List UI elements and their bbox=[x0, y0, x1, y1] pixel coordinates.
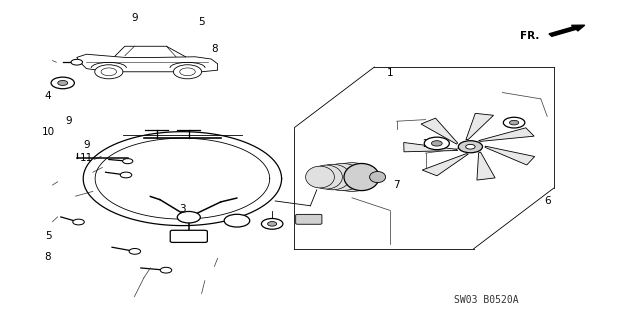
Polygon shape bbox=[466, 113, 493, 140]
Circle shape bbox=[95, 65, 123, 79]
Circle shape bbox=[129, 249, 141, 254]
Ellipse shape bbox=[315, 164, 351, 190]
Text: 9: 9 bbox=[131, 12, 138, 23]
FancyBboxPatch shape bbox=[170, 230, 207, 242]
Circle shape bbox=[424, 137, 449, 150]
Circle shape bbox=[51, 77, 74, 89]
Circle shape bbox=[509, 120, 518, 125]
Circle shape bbox=[71, 59, 83, 65]
Text: 5: 5 bbox=[198, 17, 205, 27]
Text: 2: 2 bbox=[422, 138, 429, 149]
Circle shape bbox=[466, 145, 475, 149]
Text: 1: 1 bbox=[387, 68, 394, 78]
Text: FR.: FR. bbox=[520, 31, 540, 41]
Ellipse shape bbox=[306, 166, 334, 188]
Circle shape bbox=[173, 65, 202, 79]
FancyBboxPatch shape bbox=[296, 214, 322, 224]
Ellipse shape bbox=[344, 163, 380, 190]
Circle shape bbox=[123, 159, 133, 164]
Circle shape bbox=[224, 214, 250, 227]
Ellipse shape bbox=[310, 165, 342, 189]
Text: 7: 7 bbox=[394, 180, 400, 190]
Text: 9: 9 bbox=[66, 116, 72, 126]
Circle shape bbox=[58, 80, 68, 85]
Text: 5: 5 bbox=[45, 231, 51, 241]
Circle shape bbox=[431, 141, 442, 146]
Circle shape bbox=[160, 267, 172, 273]
Text: 8: 8 bbox=[211, 44, 218, 55]
Circle shape bbox=[261, 219, 283, 229]
Text: 10: 10 bbox=[42, 127, 54, 137]
Text: 9: 9 bbox=[83, 140, 90, 150]
Text: 4: 4 bbox=[45, 91, 51, 101]
Ellipse shape bbox=[322, 163, 364, 190]
Circle shape bbox=[268, 222, 276, 226]
Circle shape bbox=[73, 219, 84, 225]
FancyArrow shape bbox=[549, 25, 585, 36]
Circle shape bbox=[458, 141, 483, 153]
Polygon shape bbox=[404, 143, 458, 152]
Polygon shape bbox=[485, 146, 534, 165]
Circle shape bbox=[120, 172, 132, 178]
Polygon shape bbox=[477, 152, 495, 180]
Circle shape bbox=[177, 211, 200, 223]
Text: 11: 11 bbox=[80, 153, 93, 163]
Ellipse shape bbox=[370, 171, 385, 182]
Polygon shape bbox=[479, 128, 534, 141]
Ellipse shape bbox=[328, 163, 376, 191]
Polygon shape bbox=[421, 118, 458, 144]
Polygon shape bbox=[422, 154, 468, 176]
Text: 3: 3 bbox=[179, 204, 186, 214]
Text: 6: 6 bbox=[544, 196, 550, 206]
Text: SW03 B0520A: SW03 B0520A bbox=[454, 295, 518, 305]
Text: 8: 8 bbox=[45, 252, 51, 262]
Circle shape bbox=[503, 117, 525, 128]
